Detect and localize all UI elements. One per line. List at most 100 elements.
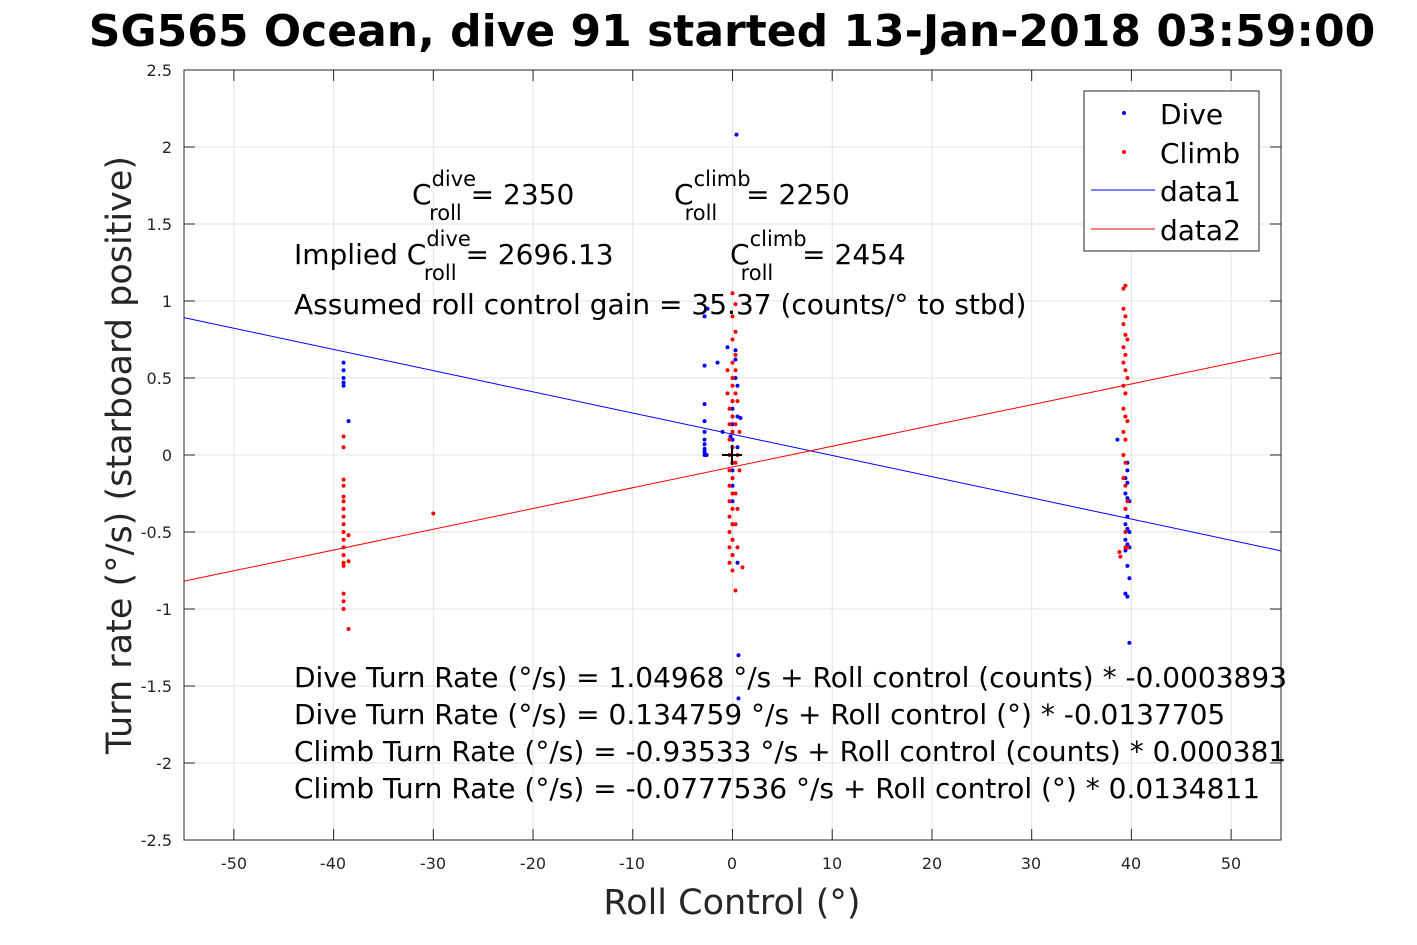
climb-point [1121,429,1126,434]
legend-climb-label: Climb [1160,137,1240,170]
climb-point [1123,283,1128,288]
dive-point [1123,537,1128,542]
y-tick-label: 0 [162,446,172,465]
dive-counts-equation: Dive Turn Rate (°/s) = 1.04968 °/s + Rol… [294,661,1287,694]
climb-point [730,360,735,365]
climb-point [1125,376,1130,380]
y-tick-label: -1 [156,600,172,619]
climb-point [341,545,346,550]
dive-point [702,402,707,407]
climb-point [1121,360,1126,365]
dive-point [733,357,738,362]
dive-point [341,360,346,365]
fit-line-data2 [183,352,1282,582]
climb-point [1123,314,1128,319]
climb-point [733,391,738,396]
climb-point [737,468,742,473]
climb-point [341,477,346,482]
climb-point [727,483,732,488]
climb-point [733,422,738,427]
legend-dive-marker [1122,111,1126,115]
climb-point [730,414,735,419]
climb-point [727,499,732,504]
dive-point [730,468,735,473]
dive-point [341,368,346,373]
dive-point [1123,591,1128,596]
x-axis-label: Roll Control (°) [603,883,860,923]
climb-point [1125,545,1130,550]
x-tick-label: -10 [619,854,645,873]
climb-point [1121,345,1126,350]
climb-point [733,588,738,593]
fit-lines [183,317,1282,582]
climb-point [431,511,436,516]
dive-point [1115,437,1120,442]
climb-point [341,591,346,596]
climb-point [727,545,732,550]
y-tick-label: -0.5 [141,523,172,542]
climb-point [730,537,735,542]
climb-point [1123,391,1128,396]
y-tick-label: 0.5 [147,369,172,388]
legend-data2-label: data2 [1160,214,1241,247]
climb-point [1121,476,1126,481]
climb-point [346,533,351,538]
dive-point [341,383,346,388]
climb-point [730,337,735,342]
climb-point [737,429,742,434]
y-tick-label: -2.5 [141,831,172,850]
dive-degrees-equation: Dive Turn Rate (°/s) = 0.134759 °/s + Ro… [294,698,1225,731]
dive-point [1127,576,1132,581]
climb-point [1121,306,1126,311]
climb-point [341,483,346,488]
data-points [341,132,1132,701]
x-tick-labels: -50 -40 -30 -20 -10 0 10 20 30 40 50 [221,854,1241,873]
climb-point [1121,383,1126,388]
climb-point [727,514,732,519]
climb-point [730,522,735,527]
climb-point [733,329,738,334]
dive-point [735,445,740,450]
fit-line-data1 [183,317,1282,552]
climb-point [346,559,351,564]
dive-point [720,429,725,434]
climb-point [727,437,732,442]
climb-degrees-equation: Climb Turn Rate (°/s) = -0.0777536 °/s +… [294,772,1260,805]
legend-dive-label: Dive [1160,98,1223,131]
climb-point [733,491,738,496]
x-tick-label: 0 [727,854,737,873]
y-axis-label: Turn rate (°/s) (starboard positive) [100,156,140,755]
y-tick-labels: -2.5 -2 -1.5 -1 -0.5 0 0.5 1 1.5 2 2.5 [141,61,172,850]
climb-point [1123,460,1128,465]
dive-point [341,380,346,385]
climb-counts-equation: Climb Turn Rate (°/s) = -0.93533 °/s + R… [294,735,1286,768]
climb-point [733,302,738,307]
legend-data1-label: data1 [1160,175,1241,208]
climb-point [730,314,735,319]
climb-point [341,553,346,558]
dive-point [1125,480,1130,485]
climb-point [341,599,346,604]
y-tick-label: -2 [156,754,172,773]
climb-point [735,545,740,550]
dive-point [702,363,707,368]
x-tick-label: 10 [822,854,842,873]
legend-item-dive: Dive [1122,98,1223,131]
dive-point [1125,594,1130,599]
climb-point [733,352,738,357]
dive-point [730,499,735,504]
climb-point [735,399,740,404]
dive-point [702,437,707,442]
climb-point [1125,499,1130,504]
y-tick-label: -1.5 [141,677,172,696]
legend-box [1083,90,1260,252]
dive-point [738,416,743,421]
dive-point [734,132,739,137]
dive-point [725,345,730,350]
origin-marker [722,445,742,465]
dive-point [1123,548,1128,553]
implied-dive-annotation: Implied Cdive roll = 2696.13 [294,227,614,285]
legend: Dive Climb data1 data2 [1083,90,1260,252]
axis-ticks [184,69,1281,841]
dive-point [702,442,707,447]
